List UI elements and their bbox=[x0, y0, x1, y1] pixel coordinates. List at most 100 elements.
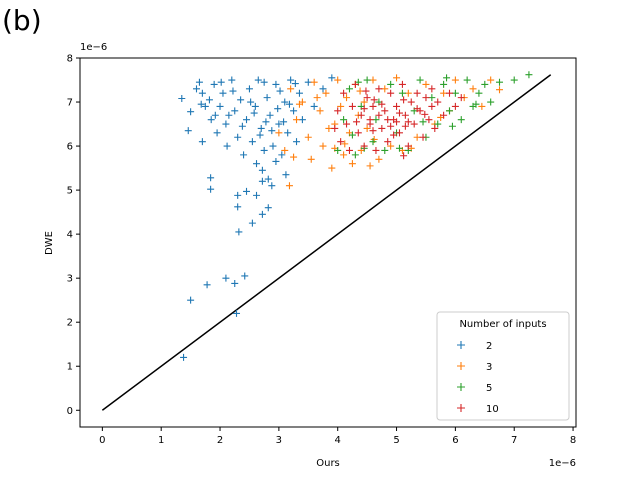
data-point bbox=[263, 94, 271, 102]
data-point bbox=[481, 80, 489, 88]
data-point bbox=[496, 78, 504, 86]
data-point bbox=[457, 94, 465, 102]
data-point bbox=[247, 98, 255, 106]
data-point bbox=[180, 353, 188, 361]
series-10 bbox=[331, 80, 465, 160]
data-point bbox=[440, 80, 448, 88]
data-point bbox=[393, 102, 401, 110]
data-point bbox=[234, 191, 242, 199]
legend-marker bbox=[457, 383, 465, 391]
data-point bbox=[337, 102, 345, 110]
data-point bbox=[351, 80, 359, 88]
data-point bbox=[451, 89, 459, 97]
data-point bbox=[404, 142, 412, 150]
data-point bbox=[395, 129, 403, 137]
data-point bbox=[369, 138, 377, 146]
data-point bbox=[203, 281, 211, 289]
data-point bbox=[443, 74, 451, 82]
data-point bbox=[275, 120, 283, 128]
data-point bbox=[207, 116, 215, 124]
data-point bbox=[378, 124, 386, 132]
data-point bbox=[341, 140, 349, 148]
data-point bbox=[233, 309, 241, 317]
x-tick-label: 5 bbox=[393, 435, 399, 446]
data-point bbox=[291, 80, 299, 88]
data-point bbox=[281, 98, 289, 106]
data-point bbox=[304, 78, 312, 86]
data-point bbox=[487, 76, 495, 84]
data-point bbox=[293, 138, 301, 146]
data-point bbox=[413, 133, 421, 141]
data-point bbox=[357, 111, 365, 119]
plot-area bbox=[101, 71, 552, 411]
data-point bbox=[387, 89, 395, 97]
data-point bbox=[356, 87, 364, 95]
data-point bbox=[440, 89, 448, 97]
data-point bbox=[282, 171, 290, 179]
x-tick-label: 6 bbox=[452, 435, 458, 446]
data-point bbox=[207, 185, 215, 193]
y-tick-label: 7 bbox=[67, 98, 73, 109]
legend-marker bbox=[457, 341, 465, 349]
x-offset-text: 1e−6 bbox=[549, 458, 576, 469]
data-point bbox=[187, 296, 195, 304]
data-point bbox=[369, 76, 377, 84]
data-point bbox=[354, 129, 362, 137]
data-point bbox=[369, 102, 377, 110]
data-point bbox=[372, 116, 380, 124]
data-point bbox=[404, 118, 412, 126]
data-point bbox=[192, 85, 200, 93]
data-point bbox=[395, 109, 403, 117]
data-point bbox=[400, 152, 408, 160]
data-point bbox=[431, 124, 439, 132]
data-point bbox=[281, 146, 289, 154]
data-point bbox=[398, 80, 406, 88]
y-tick-label: 1 bbox=[67, 362, 73, 373]
y-tick-label: 0 bbox=[67, 406, 73, 417]
data-point bbox=[478, 102, 486, 110]
data-point bbox=[360, 142, 368, 150]
data-point bbox=[197, 100, 205, 108]
data-point bbox=[375, 111, 383, 119]
series-2 bbox=[178, 74, 336, 361]
y-tick-label: 4 bbox=[67, 230, 73, 241]
data-point bbox=[472, 100, 480, 108]
data-point bbox=[337, 138, 345, 146]
data-point bbox=[284, 129, 292, 137]
data-point bbox=[260, 146, 268, 154]
data-point bbox=[231, 279, 239, 287]
x-tick-label: 4 bbox=[335, 435, 341, 446]
data-point bbox=[487, 98, 495, 106]
data-point bbox=[222, 120, 230, 128]
data-point bbox=[234, 203, 242, 211]
data-point bbox=[381, 85, 389, 93]
data-point bbox=[198, 138, 206, 146]
y-tick-label: 6 bbox=[67, 142, 73, 153]
data-point bbox=[276, 87, 284, 95]
data-point bbox=[345, 85, 353, 93]
data-point bbox=[184, 127, 192, 135]
data-point bbox=[256, 131, 264, 139]
data-point bbox=[253, 160, 261, 168]
data-point bbox=[348, 131, 356, 139]
data-point bbox=[387, 80, 395, 88]
data-point bbox=[404, 89, 412, 97]
data-point bbox=[353, 118, 361, 126]
data-point bbox=[264, 204, 272, 212]
data-point bbox=[428, 102, 436, 110]
data-point bbox=[387, 122, 395, 130]
data-point bbox=[369, 127, 377, 135]
data-point bbox=[290, 153, 298, 161]
data-point bbox=[211, 111, 219, 119]
data-point bbox=[258, 177, 266, 185]
data-point bbox=[421, 110, 429, 118]
data-point bbox=[363, 76, 371, 84]
data-point bbox=[280, 118, 288, 126]
data-point bbox=[243, 187, 251, 195]
data-point bbox=[266, 111, 274, 119]
data-point bbox=[290, 107, 298, 115]
data-point bbox=[362, 87, 370, 95]
data-point bbox=[387, 142, 395, 150]
series-5 bbox=[334, 71, 533, 159]
data-point bbox=[428, 94, 436, 102]
